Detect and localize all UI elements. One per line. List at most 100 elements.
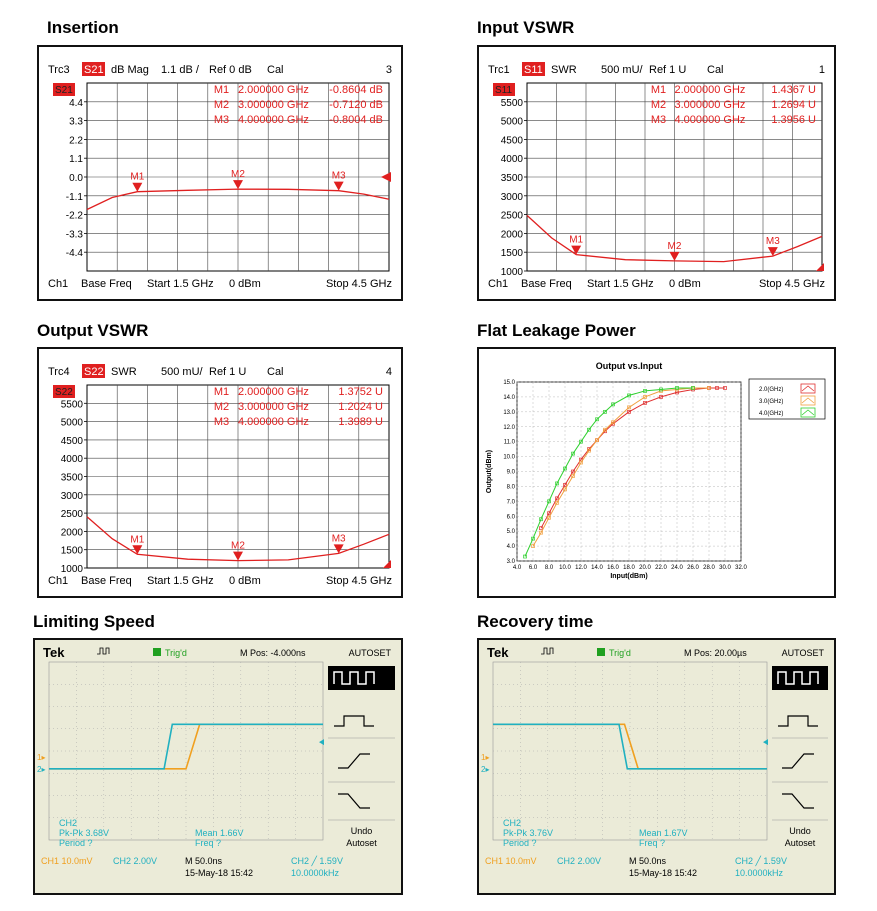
waveform-ch2 (49, 723, 323, 770)
mean: Mean 1.67V (639, 828, 688, 838)
y-tick-label: 1500 (61, 546, 84, 557)
scale-label: 500 mU/ (601, 64, 644, 76)
ch-label: CH2 (59, 818, 77, 828)
freq: Freq ? (195, 838, 221, 848)
ref-arrow (383, 560, 391, 568)
trig-status: Trig'd (165, 648, 187, 658)
marker-readout-name: M3 (651, 114, 666, 126)
marker-label: M2 (231, 169, 245, 180)
marker-label: M2 (231, 541, 245, 552)
param-label: S22 (84, 366, 104, 378)
marker-readout-freq: 3.000000 GHz (238, 401, 309, 413)
y-tick-label: 2500 (61, 509, 84, 520)
autoset-square-icon (772, 666, 828, 690)
y-tick-label: 4.4 (69, 98, 83, 109)
marker-readout-value: -0.7120 dB (329, 99, 383, 111)
y-tick-label: 5.0 (507, 529, 516, 535)
data-point (715, 386, 719, 390)
y-axis-label: Output(dBm) (486, 450, 493, 493)
param-label: S21 (84, 64, 104, 76)
data-point (611, 420, 615, 425)
trace-line (526, 214, 823, 263)
autoset-label: AUTOSET (782, 648, 825, 658)
marker-readout-freq: 2.000000 GHz (238, 84, 309, 96)
marker-readout-freq: 4.000000 GHz (675, 114, 746, 126)
badge-label: S11 (495, 85, 512, 96)
footer-date: 15-May-18 15:42 (629, 868, 697, 878)
data-point (563, 466, 567, 471)
marker-readout-value: 1.4367 U (771, 84, 816, 96)
footer-trigger: CH2 ╱ 1.59V (291, 855, 343, 867)
footer-trigger: CH2 ╱ 1.59V (735, 855, 787, 867)
badge-bg (53, 83, 75, 96)
marker-readout-name: M2 (214, 99, 229, 111)
footer-mode: Base Freq (81, 575, 132, 587)
x-tick-label: 14.0 (591, 565, 603, 571)
marker-label: M3 (766, 236, 780, 247)
data-point (571, 451, 575, 456)
badge-bg (493, 83, 515, 96)
y-tick-label: -4.4 (66, 248, 84, 259)
data-point (627, 393, 631, 398)
marker-triangle (669, 251, 680, 261)
y-tick-label: 9.0 (507, 470, 516, 476)
y-tick-label: -2.2 (66, 211, 84, 222)
input-vswr-panel: Trc1 S11 SWR 500 mU/Ref 1 U Cal 1 5500 5000 4500… (477, 45, 836, 301)
x-tick-label: 26.0 (687, 565, 699, 571)
falling-edge-icon (782, 793, 814, 809)
pulse-icon (541, 647, 554, 655)
m-pos: M Pos: -4.000ns (240, 648, 306, 658)
y-tick-label: 0.0 (69, 173, 83, 184)
x-tick-label: 16.0 (607, 565, 619, 571)
falling-edge-icon (338, 793, 370, 809)
limiting-speed-scope: Tek Trig'd M Pos: -4.000ns AUTOSET 1▸ 2▸ CH2Pk… (37, 645, 395, 878)
marker-readout-freq: 4.000000 GHz (238, 114, 309, 126)
rising-edge-icon (782, 753, 814, 769)
data-point (723, 386, 727, 390)
trig-indicator (153, 648, 161, 656)
x-tick-label: 10.0 (559, 565, 571, 571)
y-tick-label: 15.0 (503, 380, 515, 386)
legend-mark (801, 385, 815, 392)
pk-pk: Pk-Pk 3.76V (503, 828, 553, 838)
trace-label: Trc3 (48, 64, 70, 76)
format-label: dB Mag (111, 64, 149, 76)
y-tick-label: 3000 (61, 491, 84, 502)
marker-label: M2 (668, 241, 682, 252)
data-point (627, 405, 631, 410)
x-tick-label: 6.0 (529, 565, 538, 571)
footer-timebase: M 50.0ns (185, 856, 223, 866)
y-tick-label: 3.0 (507, 559, 516, 565)
cal-label: Cal (267, 64, 284, 76)
data-point (675, 386, 679, 390)
data-point (579, 460, 583, 465)
marker-label: M1 (569, 235, 583, 246)
badge-label: S21 (55, 85, 73, 96)
data-point (571, 469, 575, 474)
marker-readout-freq: 3.000000 GHz (675, 99, 746, 111)
data-point (547, 515, 551, 520)
footer-freq: 10.0000kHz (735, 868, 784, 878)
data-point (587, 427, 591, 432)
freq: Freq ? (639, 838, 665, 848)
autoset-undo-label: Autoset (785, 838, 816, 848)
legend-label: 4.0(GHz) (759, 411, 783, 417)
data-point (611, 402, 615, 407)
y-tick-label: 5000 (61, 418, 84, 429)
data-point (555, 481, 559, 486)
data-point (587, 448, 591, 453)
y-tick-label: 4.0 (507, 544, 516, 550)
input-vswr-title: Input VSWR (477, 18, 575, 37)
ref-label: Ref 1 U (209, 366, 246, 378)
marker-readout-value: 1.2024 U (338, 401, 383, 413)
ref-label: Ref 1 U (649, 64, 686, 76)
x-tick-label: 20.0 (639, 565, 651, 571)
footer-power: 0 dBm (669, 278, 701, 290)
plot-title: Output vs.Input (596, 361, 663, 371)
footer-ch2: CH2 2.00V (557, 856, 601, 866)
footer-mode: Base Freq (81, 278, 132, 290)
format-label: SWR (111, 366, 137, 378)
autoset-label: AUTOSET (349, 648, 392, 658)
trig-indicator (597, 648, 605, 656)
marker-label: M1 (130, 172, 144, 183)
